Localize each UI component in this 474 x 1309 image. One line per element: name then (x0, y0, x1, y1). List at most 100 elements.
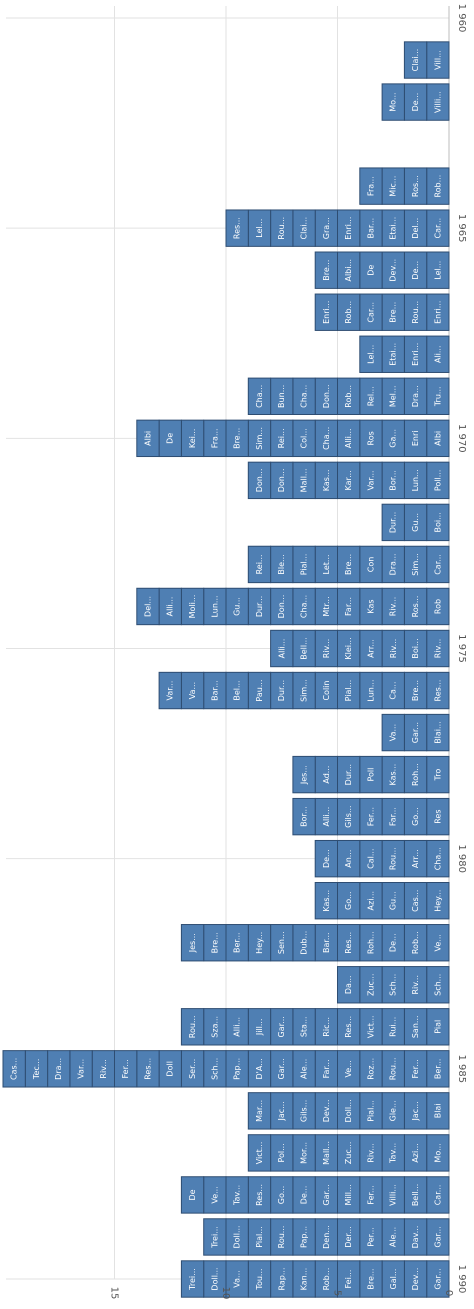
bar-segment-label: Cha... (300, 595, 309, 618)
bar-segment: Vill... (426, 41, 450, 79)
bar-segment: Clai... (403, 41, 428, 79)
bar-segment: Cha... (292, 377, 316, 416)
bar-segment-label: Pap... (300, 1226, 309, 1248)
bar-segment-label: Doll... (233, 1225, 242, 1248)
bar-segment-label: Doll... (210, 1267, 219, 1290)
bar-segment-label: Bre... (233, 428, 242, 449)
bar-segment-rect (381, 503, 405, 542)
bar-segment-label: Ca... (389, 681, 398, 699)
bar-segment-label: Fei... (344, 1270, 353, 1289)
bar-segment-label: De... (411, 93, 420, 112)
bar-segment: Rou... (180, 1008, 205, 1046)
bar-segment: Rou... (270, 1218, 294, 1256)
bar-segment-label: Rob... (344, 301, 353, 324)
bar-segment-label: Jill... (255, 1018, 264, 1036)
bar-segment: Cha... (292, 587, 316, 626)
bar-segment: Don... (270, 587, 294, 626)
bar-segment: Albi (426, 419, 450, 458)
bar-segment: Sch... (426, 966, 450, 1004)
bar-segment-label: Hey... (255, 932, 264, 954)
bar-segment: Rui... (381, 1008, 405, 1046)
bar-segment: Gu... (381, 882, 405, 920)
bar-segment-label: Mill... (344, 1184, 353, 1205)
bar-segment: Bell... (403, 1176, 428, 1214)
bar-segment-label: Trei... (188, 1268, 197, 1291)
bar-segment-rect (136, 419, 160, 458)
bar-segment-label: Va... (233, 1270, 242, 1287)
bar-segment-label: Mall... (300, 468, 309, 492)
bar-segment-label: Fer... (366, 807, 375, 826)
bar-segment: Etai... (381, 209, 405, 247)
bar-segment-label: Don... (277, 595, 286, 619)
bar-segment-rect (292, 755, 316, 794)
bar-segment-label: Kan... (300, 1268, 309, 1291)
bar-segment-label: Bre... (322, 260, 331, 281)
bar-segment-label: Enri... (322, 301, 331, 324)
bar-segment-label: Bre... (389, 302, 398, 323)
bar-segment: Gra... (314, 209, 339, 247)
bar-segment: Tru... (426, 377, 450, 416)
bar-segment-label: Res... (344, 932, 353, 954)
bar-segment-rect (180, 1260, 205, 1298)
bar-segment: Hey... (426, 882, 450, 920)
bar-segment: Hey... (247, 924, 272, 962)
bar-segment: Dur... (337, 755, 361, 794)
bar-segment-label: Alli... (166, 597, 175, 617)
year-tick-label: 1 980 (456, 844, 467, 873)
bar-segment-label: Kas (366, 599, 375, 613)
bar-segment: Bar... (314, 924, 339, 962)
bar-segment-label: Don... (255, 468, 264, 492)
bar-segment-rect (225, 209, 249, 247)
bar-segment: Res... (337, 924, 361, 962)
bar-segment-label: Let... (322, 554, 331, 574)
bar-segment: Fer... (359, 1176, 383, 1214)
bar-segment-rect (292, 797, 316, 836)
bar-segment-label: Car... (433, 1185, 442, 1206)
bar-segment: Rou... (270, 209, 294, 247)
bar-segment-label: Gu... (233, 597, 242, 616)
bar-segment-label: Villi... (433, 91, 442, 113)
bar-segment-label: Ber... (433, 1059, 442, 1080)
bar-segment-label: Den... (322, 1225, 331, 1249)
bar-segment-label: Ros... (411, 175, 420, 197)
bar-segment: Cas... (2, 1050, 26, 1088)
bar-segment-rect (314, 839, 339, 878)
bar-segment-label: Azi... (411, 1143, 420, 1163)
bar-segment: Ve... (337, 1050, 361, 1088)
bar-segment-label: Var... (166, 681, 175, 701)
bar-segment-label: Bar... (366, 218, 375, 239)
bar-segment-label: An... (344, 850, 353, 868)
bar-segment: Var... (158, 671, 182, 710)
bar-segment: Cal... (359, 839, 383, 878)
bar-segment-label: Gar... (433, 1226, 442, 1247)
bar-segment-label: Der... (344, 1226, 353, 1247)
bar-segment: Bre... (225, 419, 249, 458)
bar-segment: Kas... (314, 461, 339, 500)
bar-segment-label: Don... (277, 468, 286, 492)
bar-segment: Dur... (381, 503, 405, 542)
bar-segment-label: Ber... (233, 932, 242, 953)
bar-segment-label: Gar... (277, 1058, 286, 1079)
bar-segment-label: Zuc... (366, 973, 375, 996)
bar-segment: De... (381, 924, 405, 962)
bar-segment-label: Pial (433, 1020, 442, 1034)
bar-segment-label: Ali... (433, 345, 442, 363)
bar-segment: Mall... (292, 461, 316, 500)
bar-segment-label: Riv... (366, 1143, 375, 1163)
bar-segment-label: De... (389, 933, 398, 952)
bar-segment: Don... (270, 461, 294, 500)
bar-segment-label: Res... (433, 680, 442, 702)
bar-segment: Alli... (270, 629, 294, 668)
bar-segment-label: Res... (233, 217, 242, 239)
bar-segment: Lel... (359, 335, 383, 373)
bar-segment-label: Res (433, 809, 442, 823)
bar-segment: Lel... (247, 209, 272, 247)
bar-segment: Moli... (180, 587, 205, 626)
bar-segment-label: Sim... (255, 427, 264, 450)
bar-segment: Dur... (270, 671, 294, 710)
bar-segment-label: Mtr... (322, 596, 331, 616)
bar-segment: Cha... (247, 377, 272, 416)
bar-segment-label: Cal... (366, 848, 375, 868)
bar-segment: Kas (359, 587, 383, 626)
bar-segment: De... (314, 839, 339, 878)
